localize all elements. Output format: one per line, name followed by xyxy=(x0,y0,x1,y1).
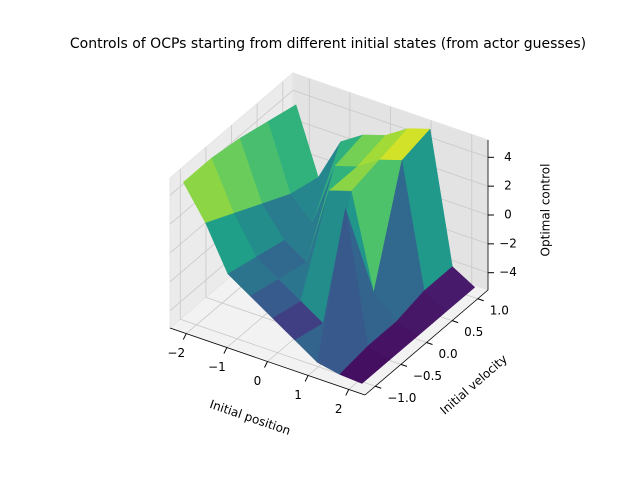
y-tick-label: −1.0 xyxy=(387,391,416,405)
y-tick xyxy=(451,320,459,324)
y-tick-label: 0.0 xyxy=(439,347,458,361)
z-axis-label: Optimal control xyxy=(539,164,553,257)
chart-title: Controls of OCPs starting from different… xyxy=(70,36,586,52)
x-axis-label: Initial position xyxy=(208,397,293,438)
y-tick xyxy=(477,298,484,302)
x-tick xyxy=(345,389,350,396)
y-tick-label: 1.0 xyxy=(490,303,509,317)
x-tick-label: −2 xyxy=(167,346,185,360)
y-tick-label: 0.5 xyxy=(464,325,483,339)
x-tick-label: −1 xyxy=(208,360,226,374)
x-tick-label: 1 xyxy=(294,388,302,402)
z-tick-label: 0 xyxy=(504,208,512,222)
z-tick-label: 4 xyxy=(504,150,512,164)
x-tick xyxy=(264,361,268,368)
y-tick xyxy=(400,363,408,367)
y-tick xyxy=(426,342,433,345)
z-tick-label: −4 xyxy=(499,265,517,279)
x-tick xyxy=(223,347,228,354)
z-tick-label: −2 xyxy=(499,236,517,250)
x-tick xyxy=(304,375,309,382)
y-tick-label: −0.5 xyxy=(413,369,442,383)
y-tick xyxy=(375,385,382,389)
axis-line xyxy=(364,289,489,396)
z-tick-label: 2 xyxy=(504,179,512,193)
axis-line xyxy=(169,327,366,396)
grid-line xyxy=(292,89,489,158)
x-tick-label: 0 xyxy=(254,374,262,388)
surface-patch xyxy=(339,345,391,384)
surface xyxy=(182,104,476,384)
x-tick xyxy=(182,333,187,340)
y-axis-label: Initial velocity xyxy=(437,352,510,418)
x-tick-label: 2 xyxy=(335,402,343,416)
